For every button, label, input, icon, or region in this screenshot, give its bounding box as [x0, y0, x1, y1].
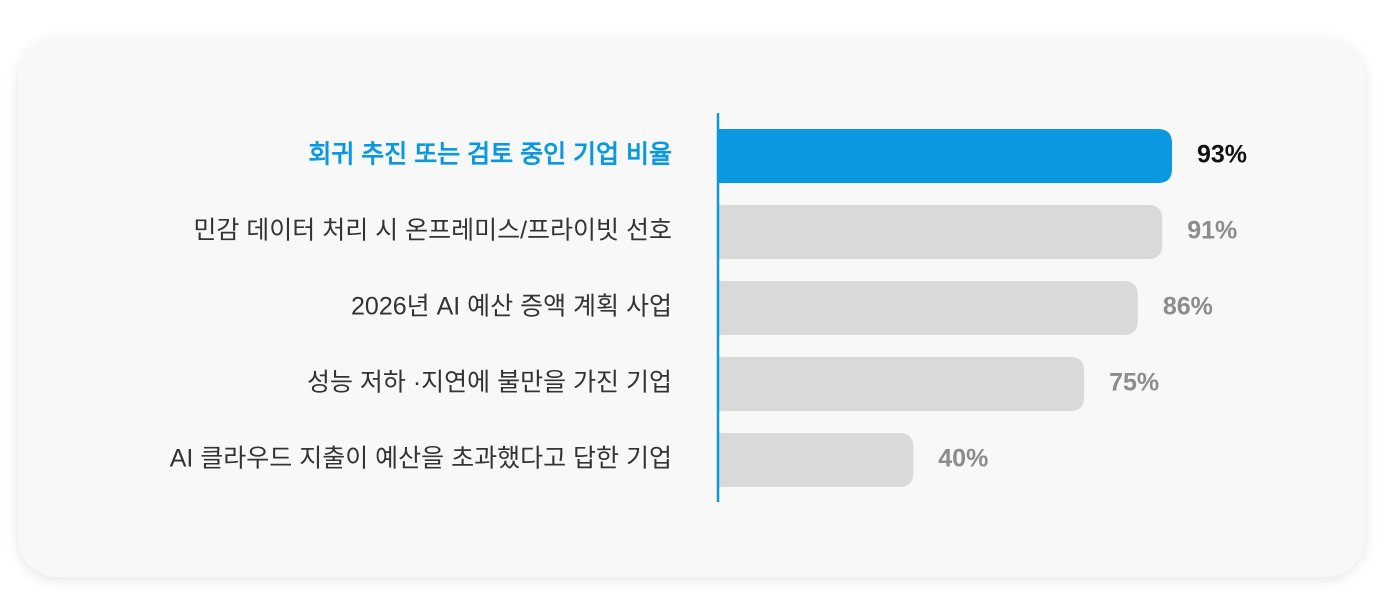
bar	[718, 281, 1138, 335]
value-label: 75%	[1109, 369, 1159, 397]
plot: 회귀 추진 또는 검토 중인 기업 비율 93% 민감 데이터 처리 시 온프레미스…	[170, 113, 1247, 502]
bar	[718, 129, 1172, 183]
bar	[718, 205, 1163, 259]
bar	[718, 433, 914, 487]
value-label: 40%	[938, 445, 988, 473]
value-label: 93%	[1197, 141, 1247, 169]
value-label: 86%	[1163, 293, 1213, 321]
category-label: 2026년 AI 예산 증액 계획 사업	[351, 293, 672, 321]
category-label: 민감 데이터 처리 시 온프레미스/프라이빗 선호	[193, 217, 672, 245]
category-label: 성능 저하 ·지연에 불만을 가진 기업	[307, 369, 672, 397]
value-label: 91%	[1187, 217, 1237, 245]
category-label: 회귀 추진 또는 검토 중인 기업 비율	[308, 141, 672, 169]
bar	[718, 357, 1085, 411]
category-label: AI 클라우드 지출이 예산을 초과했다고 답한 기업	[170, 445, 672, 473]
